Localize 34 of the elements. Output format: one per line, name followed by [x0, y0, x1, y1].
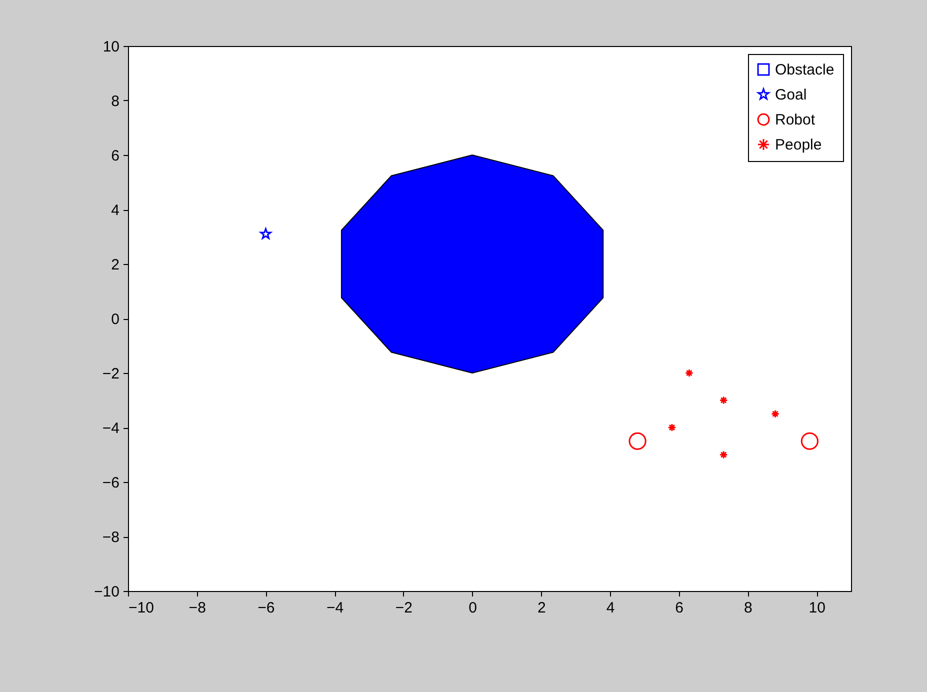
point [770, 410, 780, 418]
y-tick-label: −2 [102, 366, 120, 382]
point [628, 432, 646, 450]
y-tick-label: 8 [111, 93, 120, 110]
point [719, 450, 728, 460]
legend-label: People [775, 136, 822, 154]
x-tick-label: 2 [537, 600, 546, 616]
point [800, 432, 818, 450]
x-tick-label: −4 [326, 600, 344, 616]
x-tick-label: −6 [258, 600, 275, 616]
y-tick-label: −8 [102, 529, 120, 546]
legend-label: Goal [775, 86, 807, 104]
y-tick-label: −10 [94, 584, 120, 600]
y-tick-label: −6 [102, 474, 120, 492]
x-tick-label: −2 [395, 600, 412, 616]
x-tick-label: 6 [675, 600, 684, 616]
x-tick-label: −10 [128, 600, 154, 616]
x-tick-label: −8 [188, 600, 206, 616]
x-tick-label: 10 [808, 600, 826, 616]
point [668, 423, 676, 432]
legend-label: Obstacle [775, 62, 834, 78]
point [260, 228, 272, 240]
y-tick-label: 4 [111, 202, 120, 219]
x-tick-label: 0 [468, 600, 477, 616]
point [684, 368, 694, 378]
y-tick-label: 2 [111, 256, 120, 274]
legend-label: Robot [775, 112, 816, 128]
x-tick-label: 4 [606, 600, 615, 616]
y-tick-label: 10 [102, 38, 120, 56]
y-tick-label: 0 [111, 311, 120, 328]
y-tick-label: −4 [102, 420, 120, 437]
point [719, 396, 728, 405]
x-tick-label: 8 [744, 600, 752, 616]
y-tick-label: 6 [111, 148, 120, 164]
